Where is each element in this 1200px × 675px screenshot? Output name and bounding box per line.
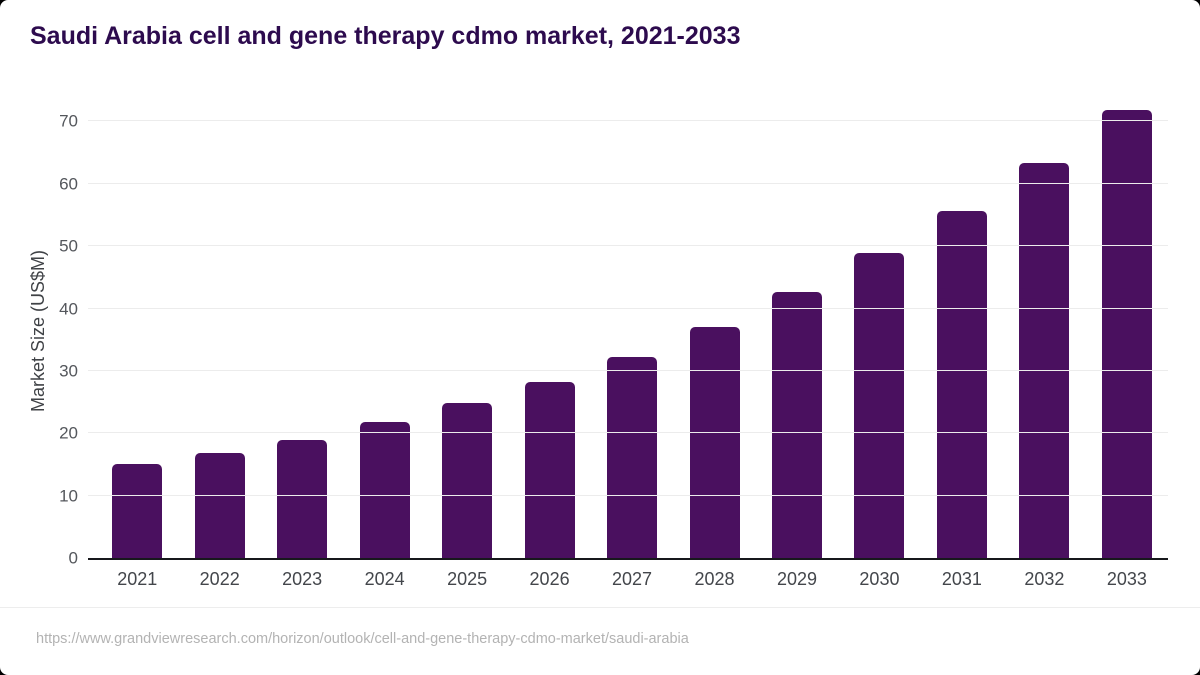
gridline-60: [88, 182, 1168, 184]
gridline-10: [88, 494, 1168, 496]
x-tick-label-2021: 2021: [117, 569, 158, 589]
y-axis-ticks: 0 10 20 30 40 50 60 70: [0, 104, 78, 567]
bar-2030[interactable]: [854, 253, 905, 558]
x-tick-label-2025: 2025: [447, 569, 488, 589]
page-title: Saudi Arabia cell and gene therapy cdmo …: [30, 22, 741, 50]
y-tick-label-30: 30: [59, 361, 78, 381]
bar-slot-2023: [261, 104, 343, 558]
bar-2033[interactable]: [1101, 110, 1152, 558]
x-tick-label-2029: 2029: [776, 569, 817, 589]
bar-slot-2033: [1086, 104, 1168, 558]
source-url: https://www.grandviewresearch.com/horizo…: [36, 631, 689, 647]
bar-2025[interactable]: [442, 403, 493, 558]
bar-slot-2025: [426, 104, 508, 558]
x-tick-label-2033: 2033: [1106, 569, 1147, 589]
gridline-20: [88, 432, 1168, 434]
bar-2031[interactable]: [936, 211, 987, 558]
y-tick-label-10: 10: [59, 486, 78, 506]
bar-2024[interactable]: [359, 422, 410, 558]
gridline-30: [88, 369, 1168, 371]
bar-series: [96, 104, 1168, 558]
y-tick-label-50: 50: [59, 236, 78, 256]
bar-slot-2031: [921, 104, 1003, 558]
x-tick-label-2022: 2022: [199, 569, 240, 589]
bar-slot-2027: [591, 104, 673, 558]
x-tick-label-2031: 2031: [941, 569, 982, 589]
y-tick-label-40: 40: [59, 299, 78, 319]
gridline-50: [88, 245, 1168, 247]
bar-2026[interactable]: [524, 382, 575, 558]
bar-slot-2022: [178, 104, 260, 558]
x-tick-label-2028: 2028: [694, 569, 735, 589]
bar-2029[interactable]: [771, 291, 822, 558]
y-tick-label-70: 70: [59, 111, 78, 131]
bar-slot-2030: [838, 104, 920, 558]
plot-area: [88, 104, 1168, 560]
bar-slot-2024: [343, 104, 425, 558]
y-tick-label-20: 20: [59, 423, 78, 443]
y-tick-label-0: 0: [68, 548, 78, 568]
x-tick-label-2024: 2024: [364, 569, 405, 589]
bar-slot-2032: [1003, 104, 1085, 558]
x-tick-label-2023: 2023: [282, 569, 323, 589]
bar-2022[interactable]: [194, 453, 245, 558]
bar-2021[interactable]: [112, 464, 163, 558]
bar-2023[interactable]: [277, 439, 328, 558]
x-tick-label-2032: 2032: [1024, 569, 1065, 589]
x-tick-label-2026: 2026: [529, 569, 570, 589]
y-tick-label-60: 60: [59, 174, 78, 194]
bar-slot-2021: [96, 104, 178, 558]
bar-slot-2028: [673, 104, 755, 558]
gridline-40: [88, 307, 1168, 309]
bar-2027[interactable]: [607, 356, 658, 558]
bar-2028[interactable]: [689, 326, 740, 558]
gridline-70: [88, 120, 1168, 122]
x-tick-label-2030: 2030: [859, 569, 900, 589]
x-axis-labels: 2021 2022 2023 2024 2025 2026 2027 2028 2029 2030…: [96, 569, 1168, 590]
bar-2032[interactable]: [1019, 163, 1070, 558]
x-tick-label-2027: 2027: [612, 569, 653, 589]
bar-slot-2029: [756, 104, 838, 558]
bar-slot-2026: [508, 104, 590, 558]
footer-divider: [0, 607, 1200, 608]
